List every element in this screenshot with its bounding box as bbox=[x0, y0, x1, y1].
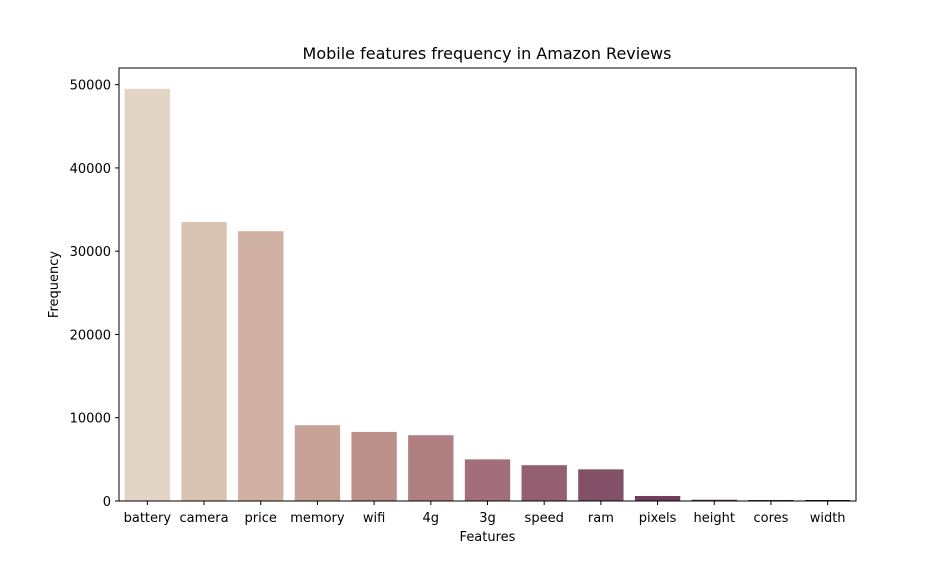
x-tick-label: wifi bbox=[363, 511, 385, 526]
x-axis-ticks: battery camera price memory wifi 4g 3g speed ram… bbox=[124, 501, 846, 526]
plot-frame bbox=[118, 67, 857, 502]
x-tick-label: cores bbox=[753, 511, 788, 526]
x-tick-label: ram bbox=[588, 511, 614, 526]
x-tick-label: price bbox=[245, 511, 277, 526]
y-tick-label: 0 bbox=[103, 495, 111, 510]
x-tick-label: 3g bbox=[479, 511, 496, 526]
x-axis-title: Features bbox=[460, 530, 516, 545]
x-tick-label: speed bbox=[525, 511, 564, 526]
bar-speed bbox=[521, 465, 567, 501]
bar-3g bbox=[464, 459, 511, 501]
x-tick-label: 4g bbox=[423, 511, 440, 526]
bar-memory bbox=[294, 425, 341, 501]
y-tick-label: 10000 bbox=[70, 412, 111, 427]
bar-4g bbox=[408, 435, 454, 501]
y-tick-label: 50000 bbox=[70, 79, 111, 94]
y-tick-label: 20000 bbox=[70, 328, 111, 343]
bar-price bbox=[238, 231, 284, 501]
x-tick-label: camera bbox=[179, 511, 228, 526]
x-tick-label: pixels bbox=[639, 511, 677, 526]
x-tick-label: battery bbox=[124, 511, 172, 526]
bar-camera bbox=[181, 222, 227, 501]
bar-pixels bbox=[634, 496, 681, 501]
chart-title: Mobile features frequency in Amazon Revi… bbox=[303, 44, 672, 63]
y-axis-title: Frequency bbox=[47, 251, 62, 318]
bar-ram bbox=[578, 469, 624, 501]
x-tick-label: height bbox=[694, 511, 735, 526]
y-tick-label: 30000 bbox=[70, 245, 111, 260]
bars-group bbox=[124, 88, 851, 501]
bar-battery bbox=[124, 88, 171, 501]
bar-height bbox=[691, 499, 737, 501]
x-tick-label: memory bbox=[290, 511, 345, 526]
bar-wifi bbox=[351, 431, 397, 501]
y-tick-label: 40000 bbox=[70, 162, 111, 177]
y-axis-ticks: 0 10000 20000 30000 40000 50000 bbox=[70, 79, 119, 510]
x-tick-label: width bbox=[810, 511, 846, 526]
